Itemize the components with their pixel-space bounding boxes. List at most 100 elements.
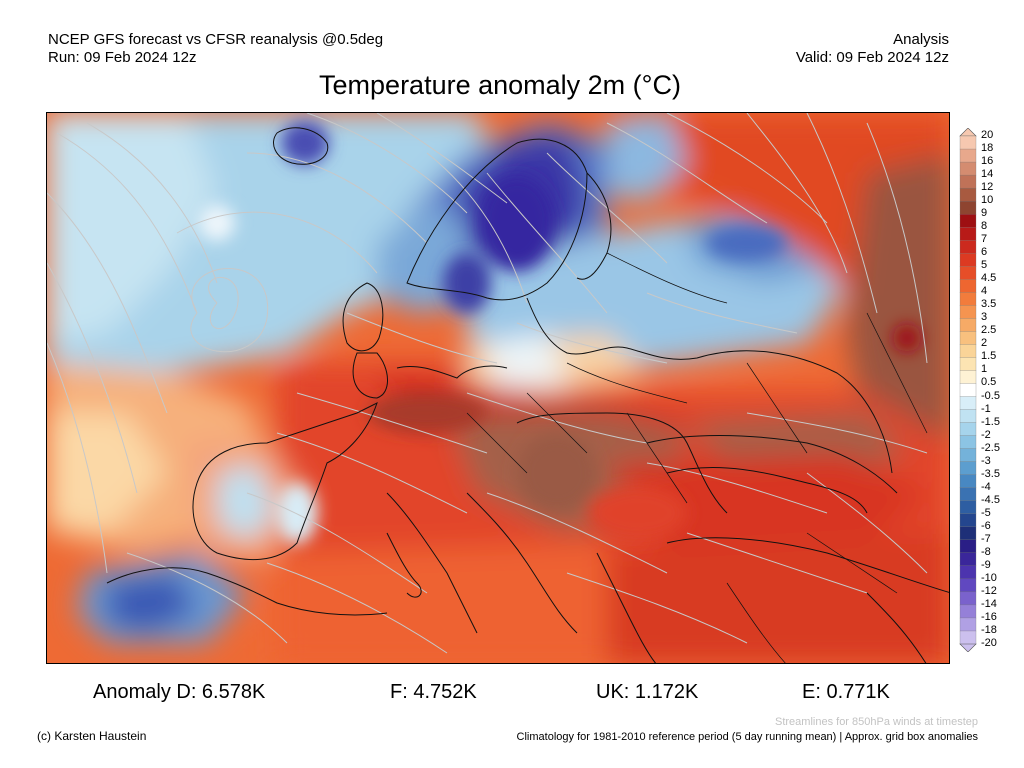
colorbar-segment <box>959 357 977 371</box>
colorbar-tick-label: -20 <box>981 637 997 649</box>
colorbar-tick-label: -8 <box>981 545 991 558</box>
colorbar-segment <box>959 630 977 645</box>
anomaly-uk: UK: 1.172K <box>596 681 699 703</box>
colorbar-tick-label: -0.5 <box>981 389 1000 402</box>
colorbar-tick-label: -5 <box>981 506 991 519</box>
colorbar-segment <box>959 279 977 293</box>
colorbar-bottom-arrow <box>959 643 977 652</box>
colorbar-segment <box>959 474 977 489</box>
colorbar-segment <box>959 200 977 215</box>
colorbar-tick-label: 20 <box>981 129 994 141</box>
anomaly-france: F: 4.752K <box>390 681 477 703</box>
colorbar-segment <box>959 591 977 606</box>
colorbar-segment <box>959 331 977 345</box>
colorbar-tick-label: -3.5 <box>981 467 1000 480</box>
colorbar-segment <box>959 435 977 449</box>
colorbar-tick-label: -7 <box>981 532 991 545</box>
colorbar-tick-label: 10 <box>981 194 994 207</box>
colorbar-segment <box>959 448 977 462</box>
colorbar-tick-label: -2.5 <box>981 441 1000 454</box>
anomaly-detail <box>199 121 921 543</box>
map-canvas <box>47 113 949 663</box>
anomaly-map <box>46 112 950 664</box>
colorbar-tick-label: -9 <box>981 558 991 571</box>
header-left: NCEP GFS forecast vs CFSR reanalysis @0.… <box>48 31 383 67</box>
colorbar-tick-label: -18 <box>981 623 997 636</box>
streamlines <box>47 113 928 654</box>
colorbar-segment <box>959 513 977 528</box>
colorbar-segment <box>959 461 977 476</box>
colorbar-tick-label: 2.5 <box>981 324 997 337</box>
colorbar-segment <box>959 240 977 254</box>
anomaly-spain: E: 0.771K <box>802 681 890 703</box>
colorbar-tick-label: -6 <box>981 519 991 532</box>
anomaly-germany: Anomaly D: 6.578K <box>93 681 266 703</box>
valid-time: Valid: 09 Feb 2024 12z <box>795 49 949 66</box>
colorbar-tick-label: 12 <box>981 181 994 194</box>
colorbar-tick-label: 8 <box>981 220 988 233</box>
climatology-note: Climatology for 1981-2010 reference peri… <box>516 731 978 743</box>
colorbar-segment <box>959 370 977 384</box>
colorbar-tick-label: 4 <box>981 285 988 298</box>
colorbar-segment <box>959 227 977 241</box>
colorbar-tick-label: 1 <box>981 363 988 376</box>
colorbar-tick-label: -2 <box>981 428 991 441</box>
colorbar-segment <box>959 422 977 436</box>
colorbar-segment <box>959 266 977 280</box>
colorbar-segment <box>959 617 977 632</box>
country-anomalies: Anomaly D: 6.578K F: 4.752K UK: 1.172K E… <box>0 681 1024 705</box>
country-borders <box>466 252 928 663</box>
colorbar-tick-label: -1.5 <box>981 415 1000 428</box>
colorbar-segment <box>959 135 977 150</box>
colorbar-tick-label: 6 <box>981 246 988 259</box>
colorbar-segment <box>959 383 977 397</box>
colorbar-segment <box>959 578 977 593</box>
colorbar-tick-label: 5 <box>981 259 988 272</box>
anomaly-field <box>47 113 949 663</box>
colorbar-top-arrow <box>959 128 977 137</box>
colorbar-segment <box>959 148 977 163</box>
colorbar-tick-label: 3.5 <box>981 298 997 311</box>
colorbar-tick-label: -3 <box>981 454 991 467</box>
colorbar-segment <box>959 604 977 619</box>
colorbar-tick-label: -4 <box>981 480 991 493</box>
colorbar-segment <box>959 292 977 306</box>
colorbar-tick-label: -16 <box>981 610 997 623</box>
colorbar-segment <box>959 539 977 554</box>
coastlines <box>106 127 949 663</box>
colorbar-tick-label: 14 <box>981 168 994 181</box>
map-title: Temperature anomaly 2m (°C) <box>319 70 681 100</box>
streamlines-note: Streamlines for 850hPa winds at timestep <box>775 716 978 728</box>
colorbar-tick-label: -4.5 <box>981 493 1000 506</box>
colorbar-segment <box>959 174 977 189</box>
header-right: Analysis Valid: 09 Feb 2024 12z <box>796 31 949 67</box>
colorbar-tick-label: -1 <box>981 402 991 415</box>
colorbar-tick-label: 16 <box>981 155 994 168</box>
colorbar-tick-label: 2 <box>981 337 988 350</box>
colorbar-tick-label: 3 <box>981 311 988 324</box>
colorbar-tick-label: -12 <box>981 584 997 597</box>
colorbar <box>959 128 977 652</box>
colorbar-segment <box>959 500 977 515</box>
colorbar-segment <box>959 344 977 358</box>
model-description: NCEP GFS forecast vs CFSR reanalysis @0.… <box>48 31 384 48</box>
colorbar-tick-label: -14 <box>981 597 997 610</box>
colorbar-segment <box>959 526 977 541</box>
colorbar-tick-label: 7 <box>981 233 988 246</box>
colorbar-segment <box>959 214 977 228</box>
colorbar-segment <box>959 305 977 319</box>
colorbar-segment <box>959 318 977 332</box>
colorbar-tick-label: 0.5 <box>981 376 997 389</box>
colorbar-segment <box>959 409 977 423</box>
colorbar-segment <box>959 161 977 176</box>
colorbar-segment <box>959 187 977 202</box>
colorbar-tick-label: 9 <box>981 207 988 220</box>
colorbar-tick-label: 18 <box>981 142 994 155</box>
credit: (c) Karsten Haustein <box>37 729 147 743</box>
colorbar-segment <box>959 565 977 580</box>
analysis-label: Analysis <box>893 31 949 48</box>
colorbar-tick-label: 1.5 <box>981 350 997 363</box>
colorbar-segment <box>959 487 977 502</box>
colorbar-tick-label: 4.5 <box>981 272 997 285</box>
colorbar-segment <box>959 396 977 410</box>
